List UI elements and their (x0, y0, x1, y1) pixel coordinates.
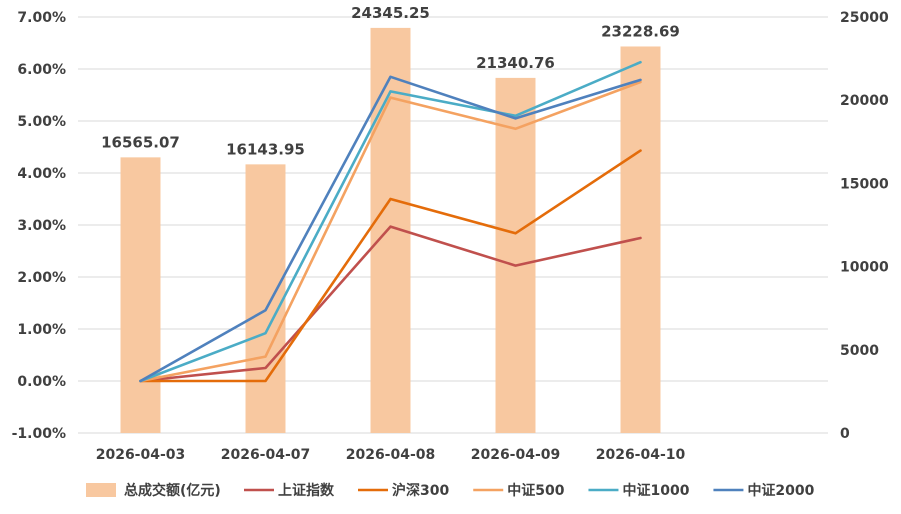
series-line (139, 75, 642, 383)
legend: 总成交额(亿元) 上证指数 沪深300 中证500 中证1000 中证2000 (86, 482, 815, 499)
legend-label: 沪深300 (392, 482, 449, 499)
left-axis-tick-label: 5.00% (17, 114, 66, 130)
right-axis-tick-label: 15000 (840, 176, 889, 192)
series-line (139, 60, 642, 383)
x-axis-tick-label: 2026-04-10 (596, 447, 686, 463)
left-axis-tick-label: 4.00% (17, 166, 66, 182)
left-axis-tick-label: 2.00% (17, 270, 66, 286)
x-axis-tick-label: 2026-04-03 (96, 447, 186, 463)
series-line (139, 225, 642, 383)
bar-data-label: 21340.76 (476, 54, 555, 72)
left-axis-tick-label: 0.00% (17, 374, 66, 390)
bar-data-label: 24345.25 (351, 4, 430, 22)
bar (120, 157, 161, 433)
bar-data-label: 16143.95 (226, 140, 305, 158)
right-axis-tick-label: 5000 (840, 343, 879, 359)
x-axis-tick-label: 2026-04-09 (471, 447, 561, 463)
legend-label: 总成交额(亿元) (124, 482, 221, 499)
bar (620, 46, 661, 433)
x-axis-tick-label: 2026-04-07 (221, 447, 311, 463)
left-axis-tick-label: 6.00% (17, 62, 66, 78)
legend-label: 中证1000 (622, 482, 689, 499)
left-axis-tick-label: -1.00% (12, 426, 66, 442)
legend-label: 中证500 (507, 482, 564, 499)
series-line (139, 80, 642, 383)
bar-data-labels: 16565.07 16143.95 24345.25 21340.76 23228.69 (101, 4, 680, 158)
left-y-axis: -1.00% 0.00% 1.00% 2.00% 3.00% 4.00% 5.00% 6.00… (12, 10, 66, 442)
legend-label: 上证指数 (278, 482, 335, 499)
right-axis-tick-label: 20000 (840, 93, 889, 109)
bar (495, 77, 536, 433)
legend-label: 中证2000 (747, 482, 814, 499)
left-axis-tick-label: 1.00% (17, 322, 66, 338)
line-series (139, 60, 642, 383)
legend-swatch (86, 483, 116, 497)
right-axis-tick-label: 0 (840, 426, 850, 442)
bar-data-label: 16565.07 (101, 133, 180, 151)
x-axis: 2026-04-03 2026-04-07 2026-04-08 2026-04-09… (96, 447, 686, 463)
bar (245, 164, 286, 433)
bar-data-label: 23228.69 (601, 22, 680, 40)
x-axis-tick-label: 2026-04-08 (346, 447, 436, 463)
right-y-axis: 0 5000 10000 15000 20000 25000 (840, 10, 889, 442)
left-axis-tick-label: 3.00% (17, 218, 66, 234)
right-axis-tick-label: 10000 (840, 260, 889, 276)
right-axis-tick-label: 25000 (840, 10, 889, 26)
left-axis-tick-label: 7.00% (17, 10, 66, 26)
series-line (139, 149, 642, 383)
